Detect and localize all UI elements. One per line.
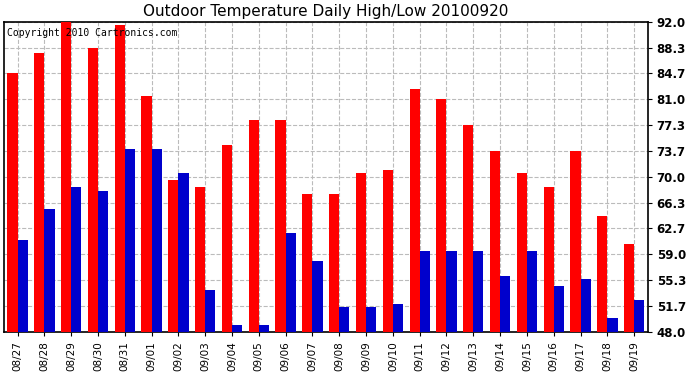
Bar [98,191,108,332]
Bar [329,195,339,332]
Bar [446,251,457,332]
Bar [490,151,500,332]
Bar [248,120,259,332]
Bar [607,318,618,332]
Bar [366,307,376,332]
Bar [527,251,537,332]
Bar [232,325,242,332]
Bar [500,276,511,332]
Text: Copyright 2010 Cartronics.com: Copyright 2010 Cartronics.com [8,28,178,38]
Bar [179,173,188,332]
Bar [152,148,161,332]
Bar [141,96,152,332]
Bar [339,307,349,332]
Bar [222,145,232,332]
Bar [71,188,81,332]
Bar [34,54,44,332]
Bar [409,89,420,332]
Bar [44,209,55,332]
Bar [168,180,179,332]
Bar [195,188,205,332]
Bar [624,244,634,332]
Title: Outdoor Temperature Daily High/Low 20100920: Outdoor Temperature Daily High/Low 20100… [143,4,509,19]
Bar [420,251,430,332]
Bar [436,99,446,332]
Bar [8,73,17,332]
Bar [356,173,366,332]
Bar [544,188,554,332]
Bar [259,325,269,332]
Bar [517,173,527,332]
Bar [463,125,473,332]
Bar [205,290,215,332]
Bar [302,195,313,332]
Bar [115,25,125,332]
Bar [275,120,286,332]
Bar [88,48,98,332]
Bar [634,300,644,332]
Bar [393,304,403,332]
Bar [286,233,296,332]
Bar [383,170,393,332]
Bar [125,148,135,332]
Bar [61,22,71,332]
Bar [473,251,484,332]
Bar [313,261,323,332]
Bar [580,279,591,332]
Bar [554,286,564,332]
Bar [17,240,28,332]
Bar [571,151,580,332]
Bar [597,216,607,332]
